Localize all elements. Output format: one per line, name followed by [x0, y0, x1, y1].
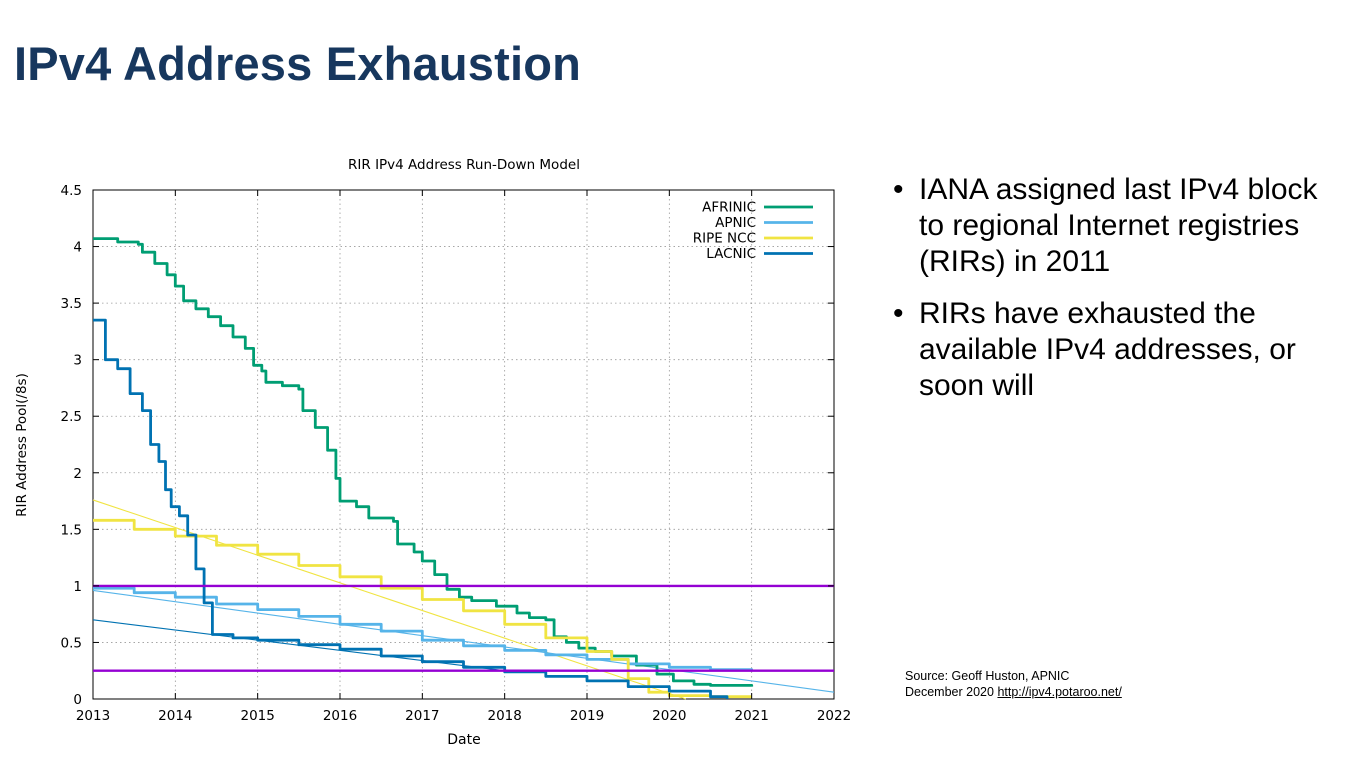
- chart-title: RIR IPv4 Address Run-Down Model: [348, 157, 580, 173]
- legend-label: AFRINIC: [702, 200, 756, 216]
- legend-label: APNIC: [715, 215, 756, 231]
- y-tick-label: 1: [73, 579, 82, 595]
- x-tick-label: 2017: [405, 708, 439, 724]
- y-tick-label: 3: [73, 353, 82, 369]
- y-tick-label: 3.5: [61, 296, 82, 312]
- y-tick-label: 0: [73, 692, 82, 708]
- x-tick-label: 2016: [323, 708, 357, 724]
- run-down-chart: 2013 2014 2015 2016 2017 2018 2019 2020 2021 2022…: [14, 157, 851, 748]
- x-tick-label: 2022: [817, 708, 851, 724]
- bullet-list: • IANA assigned last IPv4 block to region…: [893, 172, 1333, 420]
- x-tick-label: 2020: [652, 708, 686, 724]
- x-tick-label: 2021: [734, 708, 768, 724]
- series-line-ripe-ncc: [93, 518, 752, 699]
- source-link[interactable]: http://ipv4.potaroo.net/: [997, 685, 1122, 699]
- source-note: Source: Geoff Huston, APNIC December 202…: [905, 668, 1122, 700]
- y-tick-label: 4: [73, 240, 82, 256]
- y-tick-label: 1.5: [61, 522, 82, 538]
- y-tick-label: 0.5: [61, 635, 82, 651]
- x-tick-label: 2018: [487, 708, 521, 724]
- plot-area: [93, 190, 834, 699]
- x-axis-label: Date: [447, 732, 480, 748]
- series-line-afrinic: [93, 237, 754, 687]
- x-tick-label: 2014: [158, 708, 192, 724]
- trend-line: [92, 499, 686, 700]
- source-date: December 2020: [905, 685, 994, 699]
- x-tick-label: 2015: [240, 708, 274, 724]
- legend-label: RIPE NCC: [693, 231, 756, 247]
- y-tick-label: 2: [73, 466, 82, 482]
- plot-border: [92, 189, 835, 700]
- series-line-apnic: [93, 586, 754, 671]
- y-tick-label: 2.5: [61, 409, 82, 425]
- bullet-item: • RIRs have exhausted the available IPv4 …: [893, 297, 1296, 402]
- legend-label: LACNIC: [706, 246, 756, 262]
- y-tick-label: 4.5: [61, 183, 82, 199]
- bullet-item: • IANA assigned last IPv4 block to region…: [893, 173, 1318, 278]
- source-author: Source: Geoff Huston, APNIC: [905, 669, 1070, 683]
- series-line-lacnic: [93, 318, 729, 699]
- y-axis-label: RIR Address Pool(/8s): [14, 373, 30, 517]
- x-tick-label: 2019: [570, 708, 604, 724]
- x-tick-label: 2013: [76, 708, 110, 724]
- slide-title: IPv4 Address Exhaustion: [14, 37, 582, 90]
